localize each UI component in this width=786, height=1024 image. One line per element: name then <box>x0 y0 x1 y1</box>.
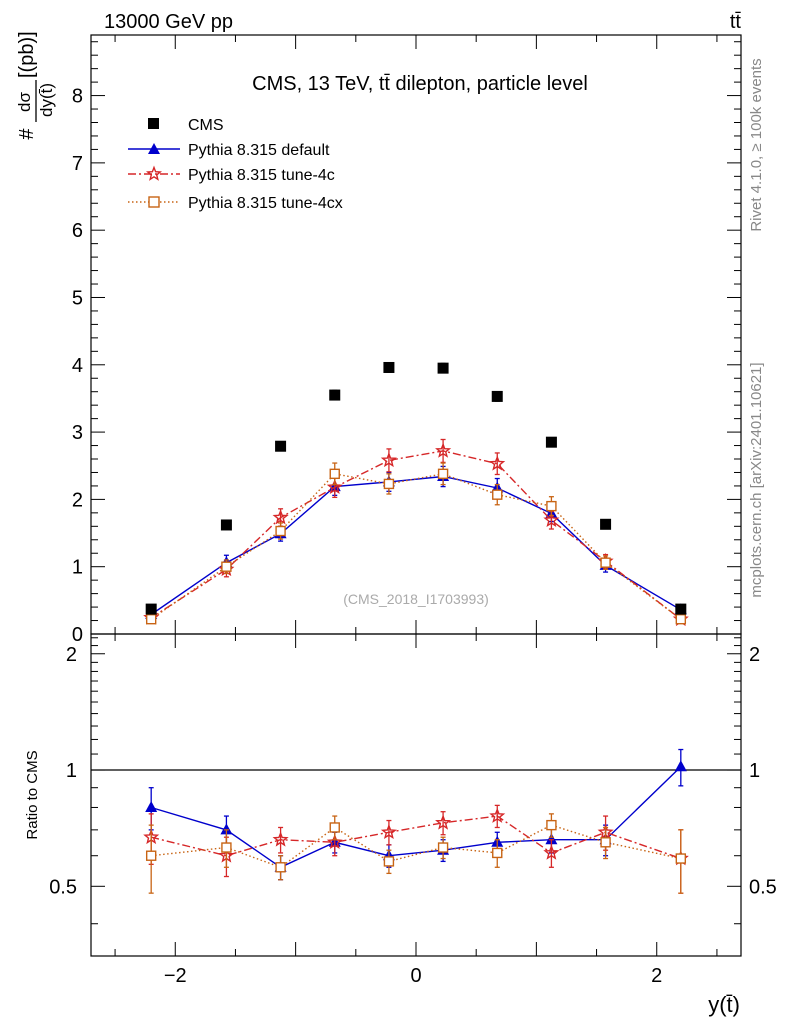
ratio-y-tick-label-right: 0.5 <box>749 876 777 898</box>
main-point-pythia-8-315-tune-4c <box>380 451 397 468</box>
main-point-cms <box>275 440 287 452</box>
legend-label-cms: CMS <box>188 117 224 134</box>
ratio-point-pythia-8-315-tune-4cx <box>221 842 232 853</box>
ratio-point-pythia-8-315-tune-4c <box>326 833 343 850</box>
main-point-pythia-8-315-tune-4c <box>326 478 343 495</box>
main-line-pythia-8-315-tune-4cx <box>150 473 682 620</box>
legend-marker-default <box>148 143 160 154</box>
main-point-cms <box>383 361 395 373</box>
ratio-point-pythia-8-315-default <box>674 760 687 772</box>
main-point-pythia-8-315-tune-4cx <box>675 613 687 625</box>
ratio-point-pythia-8-315-default <box>220 823 233 835</box>
main-y-tick-label: 2 <box>72 489 83 511</box>
main-y-tick-label: 4 <box>72 355 83 377</box>
main-point-cms <box>145 603 157 615</box>
main-point-pythia-8-315-tune-4cx <box>492 489 503 500</box>
legend-marker-tune-4cx <box>148 196 160 208</box>
ratio-point-pythia-8-315-default <box>545 833 558 845</box>
x-tick-label: 0 <box>410 965 421 987</box>
main-y-tick-label: 8 <box>72 86 83 108</box>
ratio-y-tick-label-right: 2 <box>749 644 760 666</box>
ratio-point-pythia-8-315-tune-4c <box>543 844 560 860</box>
y-label-unit: [(pb)] <box>16 31 38 78</box>
ratio-point-pythia-8-315-tune-4cx <box>492 847 503 859</box>
ratio-y-tick-label: 1 <box>66 760 77 782</box>
y-label-prefix: # <box>16 128 38 140</box>
ratio-point-pythia-8-315-tune-4c <box>435 814 452 830</box>
main-point-pythia-8-315-tune-4cx <box>221 561 232 572</box>
main-y-tick-label: 0 <box>72 624 83 646</box>
ratio-point-pythia-8-315-tune-4cx <box>275 862 286 873</box>
ratio-point-pythia-8-315-default <box>145 800 158 812</box>
ratio-point-pythia-8-315-tune-4c <box>272 831 289 847</box>
ratio-line-pythia-8-315-default <box>151 766 682 869</box>
legend-entry-default: Pythia 8.315 default <box>128 142 330 159</box>
ratio-panel-frame <box>90 633 742 957</box>
ratio-point-pythia-8-315-tune-4cx <box>675 853 687 864</box>
legend-entry-tune-4c: Pythia 8.315 tune-4c <box>128 165 335 184</box>
main-point-pythia-8-315-tune-4cx <box>383 478 395 490</box>
main-point-pythia-8-315-tune-4cx <box>145 613 157 625</box>
ratio-point-pythia-8-315-tune-4cx <box>383 856 395 867</box>
ratio-line-pythia-8-315-tune-4cx <box>151 824 681 869</box>
main-y-tick-label: 6 <box>72 220 83 242</box>
ratio-point-pythia-8-315-tune-4cx <box>437 842 449 853</box>
x-tick-label: 2 <box>651 965 662 987</box>
main-point-cms <box>675 603 687 615</box>
main-point-cms <box>220 519 232 531</box>
main-point-pythia-8-315-tune-4cx <box>329 468 340 480</box>
x-axis-label: y(t̄) <box>708 992 740 1017</box>
rivet-version-note: Rivet 4.1.0, ≥ 100k events <box>748 58 765 231</box>
mcplots-note: mcplots.cern.ch [arXiv:2401.10621] <box>748 362 765 597</box>
main-y-axis-label: # dσ dy(t̄) [(pb)] <box>15 31 56 139</box>
main-point-pythia-8-315-tune-4cx <box>437 468 449 480</box>
legend-label-tune-4c: Pythia 8.315 tune-4c <box>188 167 335 184</box>
legend-entry-tune-4cx: Pythia 8.315 tune-4cx <box>128 195 343 212</box>
watermark: (CMS_2018_I1703993) <box>343 591 489 607</box>
y-label-numerator: dσ <box>15 92 34 112</box>
main-y-tick-label: 5 <box>72 287 83 309</box>
main-point-pythia-8-315-tune-4c <box>435 442 452 458</box>
main-point-cms <box>600 518 612 530</box>
main-point-cms <box>545 436 557 448</box>
main-point-pythia-8-315-tune-4cx <box>275 525 286 537</box>
legend-label-default: Pythia 8.315 default <box>188 142 330 159</box>
ratio-y-tick-label-right: 1 <box>749 760 760 782</box>
ratio-point-pythia-8-315-tune-4c <box>489 807 506 823</box>
legend-marker-cms <box>148 118 159 129</box>
ratio-point-pythia-8-315-tune-4cx <box>329 822 340 833</box>
x-tick-label: −2 <box>164 965 187 987</box>
legend: CMS Pythia 8.315 default Pythia 8.315 tu… <box>128 117 343 212</box>
main-point-pythia-8-315-tune-4cx <box>600 557 611 568</box>
legend-marker-tune-4c <box>145 165 163 181</box>
process-label: tt̄ <box>730 11 742 33</box>
ratio-point-pythia-8-315-tune-4c <box>380 823 397 840</box>
ratio-y-tick-label: 2 <box>66 644 77 666</box>
ratio-y-axis-label: Ratio to CMS <box>24 750 41 839</box>
main-y-tick-label: 3 <box>72 422 83 444</box>
main-point-pythia-8-315-tune-4c <box>489 455 506 471</box>
ratio-point-pythia-8-315-tune-4cx <box>145 850 157 861</box>
main-point-pythia-8-315-tune-4cx <box>546 500 557 512</box>
main-point-cms <box>329 389 341 401</box>
ratio-point-pythia-8-315-tune-4cx <box>600 837 611 848</box>
main-point-cms <box>491 390 503 402</box>
y-label-denominator: dy(t̄) <box>37 83 56 117</box>
main-point-pythia-8-315-tune-4c <box>543 511 560 528</box>
legend-label-tune-4cx: Pythia 8.315 tune-4cx <box>188 195 343 212</box>
ratio-y-tick-label: 0.5 <box>49 876 77 898</box>
main-point-pythia-8-315-tune-4c <box>272 509 289 525</box>
main-point-cms <box>437 362 449 374</box>
ratio-point-pythia-8-315-tune-4cx <box>546 819 557 831</box>
legend-entry-cms: CMS <box>148 117 224 134</box>
energy-label: 13000 GeV pp <box>104 11 233 33</box>
main-y-tick-label: 1 <box>72 557 83 579</box>
series-layer <box>143 361 689 894</box>
main-title: CMS, 13 TeV, tt̄ dilepton, particle leve… <box>252 73 588 95</box>
main-y-tick-label: 7 <box>72 153 83 175</box>
